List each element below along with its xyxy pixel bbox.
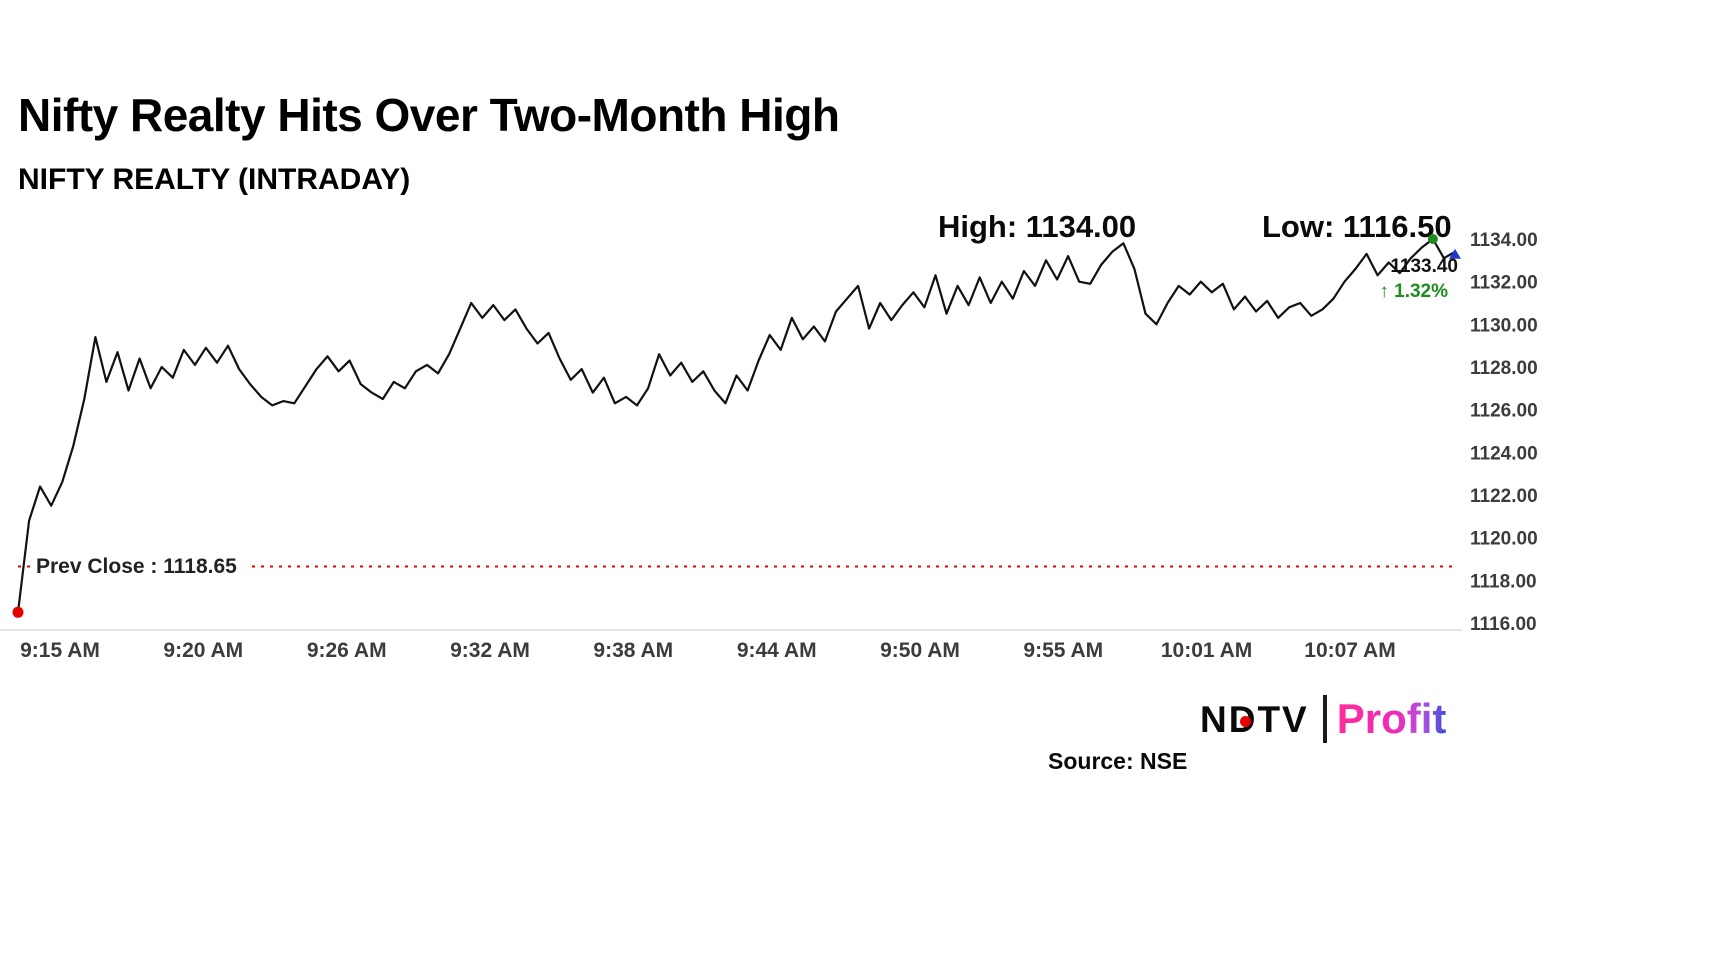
y-axis-tick-label: 1116.00 <box>1470 614 1537 635</box>
last-price-marker <box>1449 248 1461 259</box>
y-axis-tick-label: 1122.00 <box>1470 486 1538 507</box>
x-axis-tick-label: 9:55 AM <box>1023 639 1103 662</box>
x-axis-tick-label: 10:07 AM <box>1304 639 1395 662</box>
profit-logo-text: Profit <box>1336 695 1447 742</box>
x-axis-tick-label: 9:44 AM <box>737 639 817 662</box>
change-percent-label: ↑ 1.32% <box>1379 281 1448 302</box>
x-axis-tick-label: 9:50 AM <box>880 639 960 662</box>
x-axis-tick-label: 9:26 AM <box>307 639 387 662</box>
x-axis-tick-label: 10:01 AM <box>1161 639 1252 662</box>
y-axis-tick-label: 1130.00 <box>1470 315 1538 336</box>
y-axis-tick-label: 1124.00 <box>1470 443 1538 464</box>
y-axis-tick-label: 1128.00 <box>1470 358 1538 379</box>
x-axis-tick-label: 9:20 AM <box>163 639 243 662</box>
ndtv-logo-text: NDTV <box>1200 701 1309 738</box>
x-axis-tick-label: 9:15 AM <box>20 639 100 662</box>
ndtv-profit-logo: NDTV Profit <box>1200 692 1446 746</box>
intraday-line-chart: 1134.00 1132.00 1130.00 1128.00 1126.00 1124.… <box>0 230 1538 662</box>
y-axis-tick-label: 1120.00 <box>1470 529 1538 550</box>
high-annotation: High: 1134.00 <box>938 209 1137 244</box>
last-price-label: 1133.40 <box>1390 256 1458 277</box>
price-line <box>16 237 1457 614</box>
y-axis-tick-label: 1134.00 <box>1470 230 1538 251</box>
x-axis-tick-label: 9:38 AM <box>593 639 673 662</box>
low-annotation: Low: 1116.50 <box>1262 209 1452 244</box>
prev-close-label: Prev Close : 1118.65 <box>36 553 249 581</box>
y-axis-tick-label: 1132.00 <box>1470 273 1538 294</box>
y-axis-tick-label: 1126.00 <box>1470 401 1538 422</box>
x-axis-tick-label: 9:32 AM <box>450 639 530 662</box>
high-marker <box>1427 234 1438 244</box>
page-title: Nifty Realty Hits Over Two-Month High <box>18 89 840 141</box>
source-label: Source: NSE <box>1048 748 1188 774</box>
logo-divider <box>1322 695 1327 743</box>
ndtv-logo-letters: NDTV <box>1200 698 1309 740</box>
chart-subtitle: NIFTY REALTY (INTRADAY) <box>18 163 411 196</box>
ndtv-logo-red-dot-icon <box>1240 715 1251 727</box>
y-axis-tick-label: 1118.00 <box>1470 571 1537 592</box>
open-low-marker <box>12 606 24 618</box>
